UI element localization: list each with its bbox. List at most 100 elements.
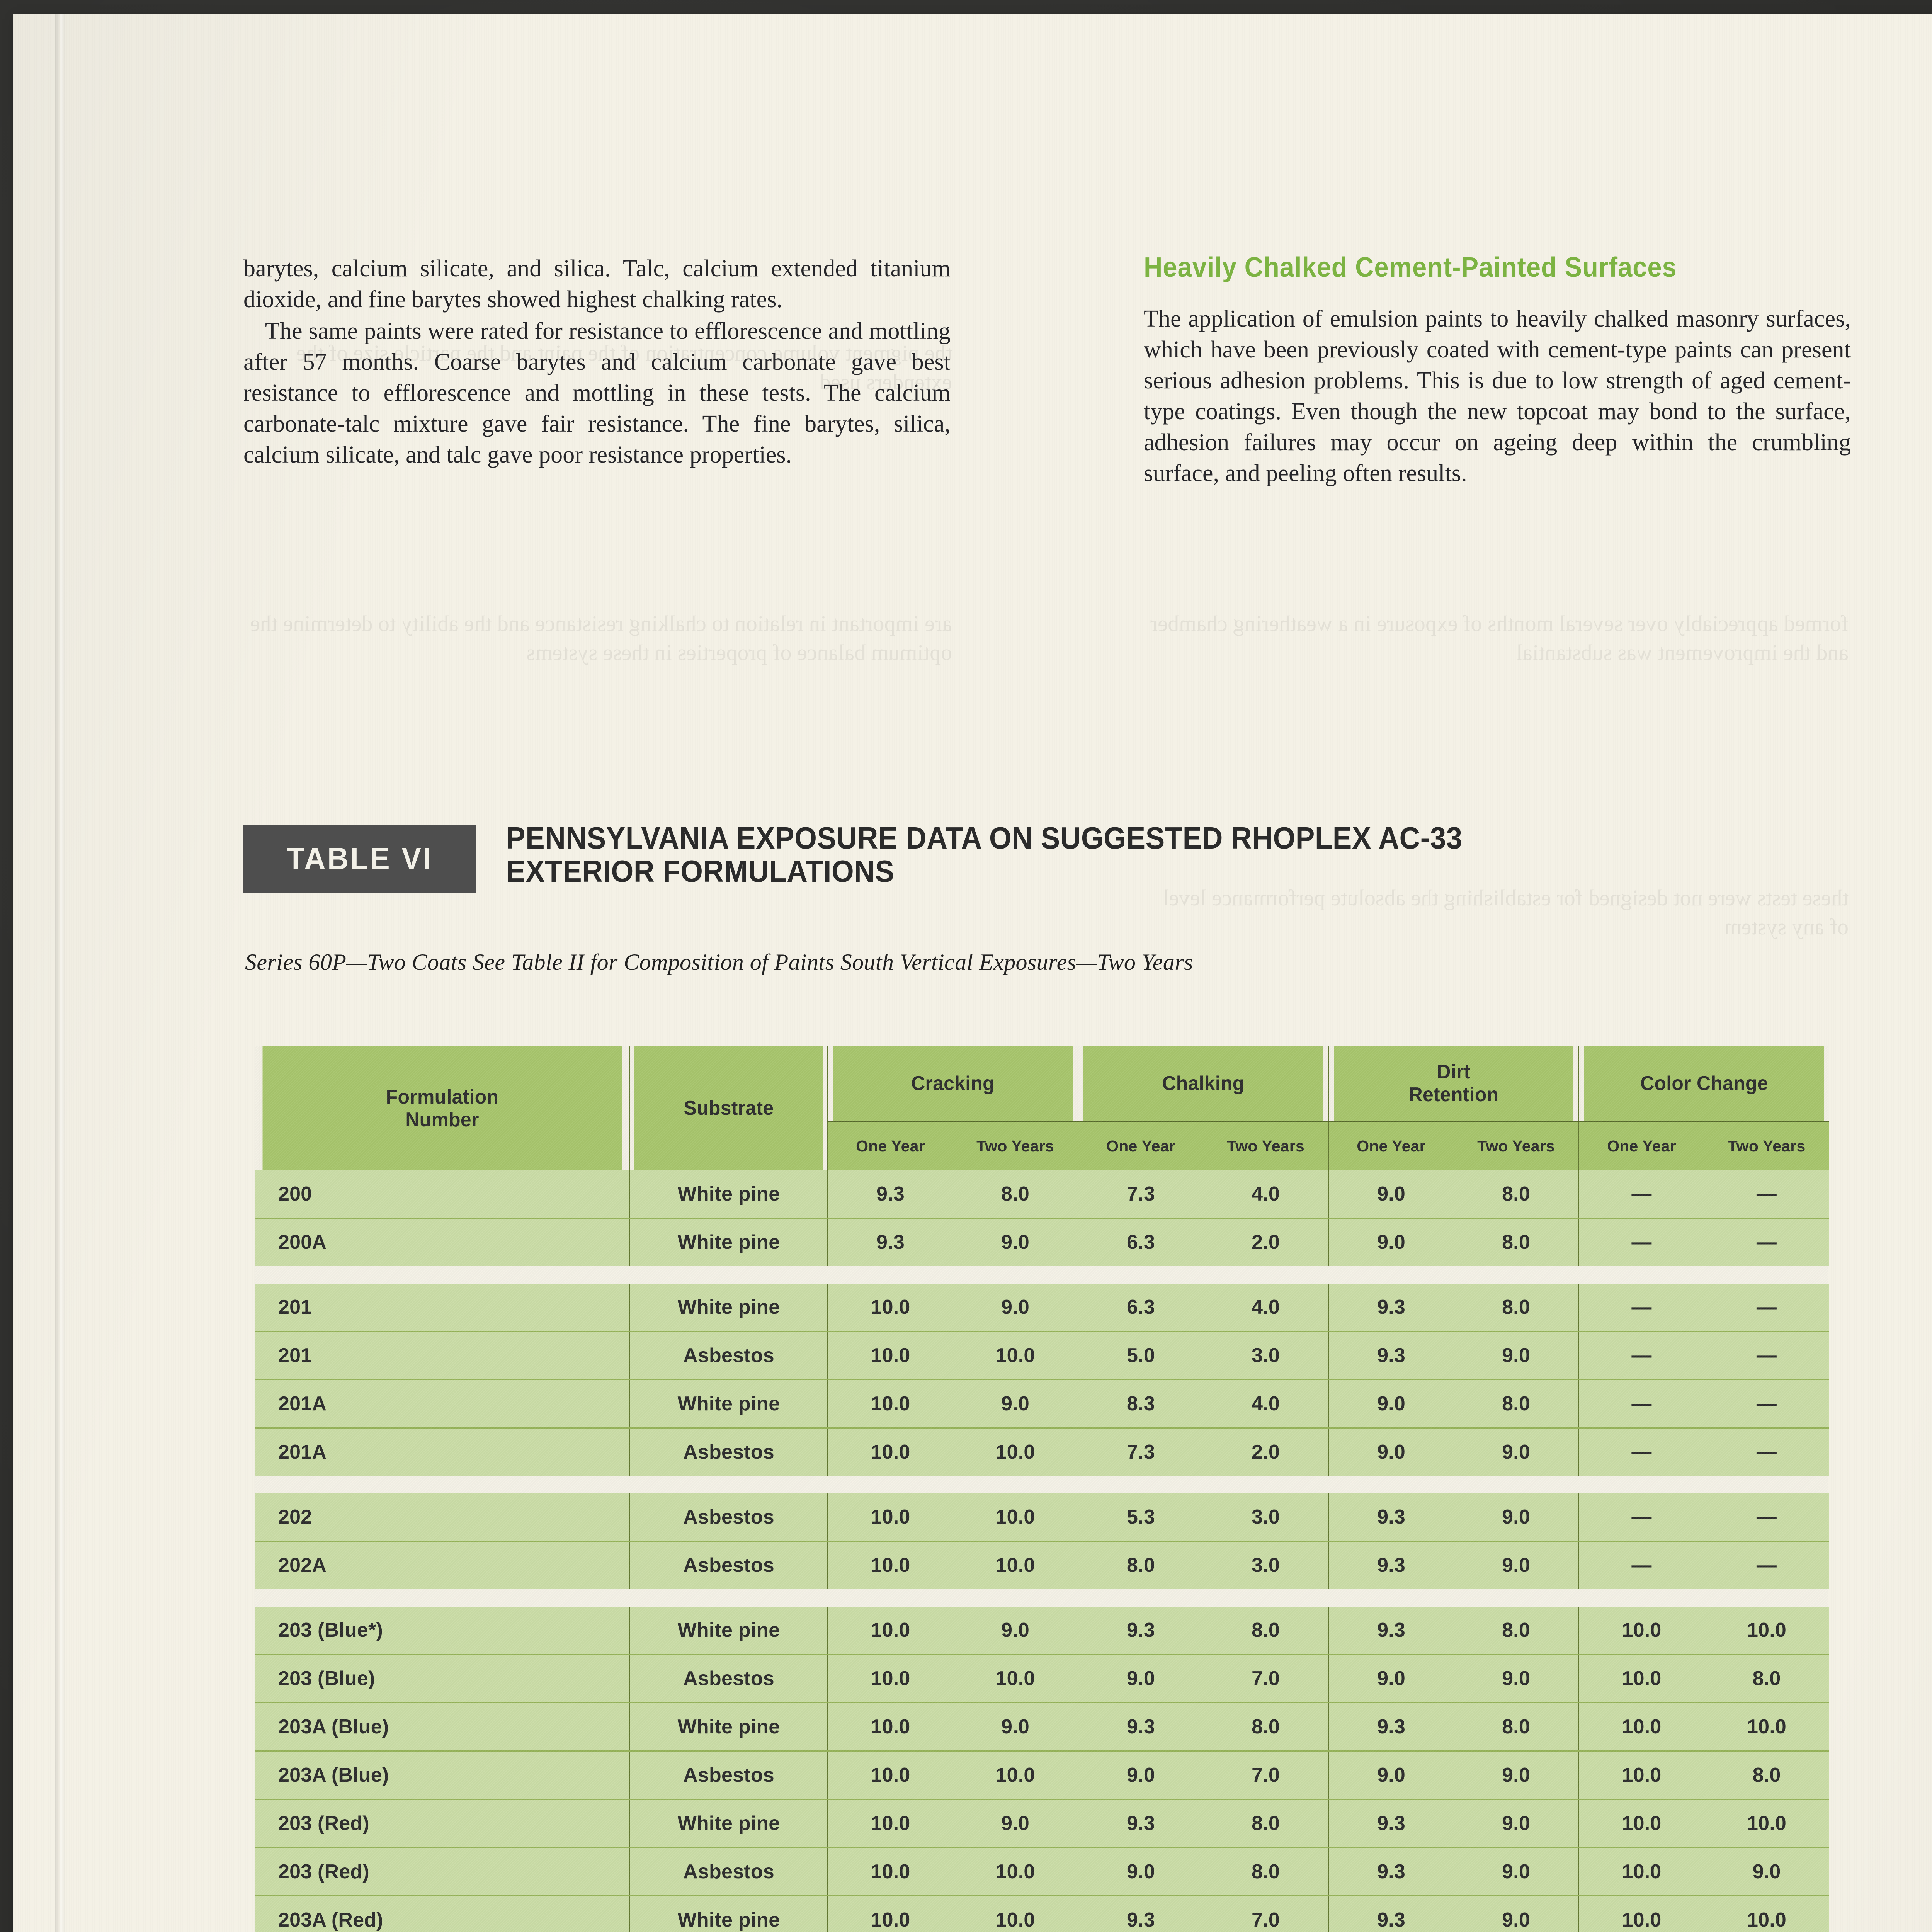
cell-dirt-1: 9.0 — [1328, 1428, 1454, 1476]
cell-chalking-2: 8.0 — [1203, 1799, 1329, 1848]
cell-dirt-1: 9.3 — [1328, 1607, 1454, 1655]
section-heading: Heavily Chalked Cement-Painted Surfaces — [1144, 252, 1677, 283]
cell-color-1: 10.0 — [1578, 1896, 1704, 1932]
cell-color-2: — — [1704, 1379, 1830, 1429]
cell-cracking-1: 9.3 — [827, 1170, 953, 1219]
cell-chalking-1: 9.3 — [1078, 1702, 1203, 1752]
cell-cracking-2: 10.0 — [953, 1654, 1078, 1703]
cell-cracking-1: 10.0 — [827, 1379, 953, 1429]
cell-formulation-number: 203A (Blue) — [255, 1702, 630, 1752]
group-separator-cell — [255, 1476, 1830, 1493]
cell-cracking-1: 10.0 — [827, 1799, 953, 1848]
table-row: 203A (Blue) White pine 10.0 9.0 9.3 8.0 9.3 8.0… — [255, 1702, 1830, 1752]
cell-dirt-1: 9.3 — [1328, 1702, 1454, 1752]
cell-cracking-1: 10.0 — [827, 1847, 953, 1896]
header-color-one-year: One Year — [1578, 1121, 1704, 1170]
cell-dirt-2: 8.0 — [1454, 1702, 1579, 1752]
cell-formulation-number: 203 (Blue) — [255, 1654, 630, 1703]
cell-color-2: — — [1704, 1493, 1830, 1542]
cell-substrate: Asbestos — [629, 1847, 828, 1896]
cell-dirt-2: 9.0 — [1454, 1751, 1579, 1800]
cell-formulation-number: 203 (Red) — [255, 1847, 630, 1896]
cell-chalking-1: 6.3 — [1078, 1218, 1203, 1266]
cell-color-1: — — [1578, 1493, 1704, 1542]
cell-cracking-2: 10.0 — [953, 1331, 1078, 1380]
cell-cracking-2: 10.0 — [953, 1428, 1078, 1476]
cell-cracking-1: 10.0 — [827, 1541, 953, 1589]
table-row: 202A Asbestos 10.0 10.0 8.0 3.0 9.3 9.0— — — [255, 1541, 1830, 1589]
table-row: 203 (Red) Asbestos 10.0 10.0 9.0 8.0 9.3 9.0 10.… — [255, 1847, 1830, 1896]
cell-formulation-number: 200 — [255, 1170, 630, 1219]
cell-chalking-2: 2.0 — [1203, 1428, 1329, 1476]
cell-color-2: — — [1704, 1218, 1830, 1266]
cell-cracking-1: 9.3 — [827, 1218, 953, 1266]
exposure-data-table: Formulation Number Substrate Cracking Ch… — [255, 1046, 1830, 1932]
cell-chalking-2: 4.0 — [1203, 1379, 1329, 1429]
table-element: Formulation Number Substrate Cracking Ch… — [255, 1046, 1830, 1932]
cell-cracking-2: 9.0 — [953, 1799, 1078, 1848]
cell-substrate: White pine — [629, 1379, 828, 1429]
table-row: 201 White pine 10.0 9.0 6.3 4.0 9.3 8.0— — — [255, 1284, 1830, 1332]
cell-color-1: — — [1578, 1218, 1704, 1266]
cell-formulation-number: 203 (Blue*) — [255, 1607, 630, 1655]
right-paragraph-1: The application of emulsion paints to he… — [1144, 306, 1851, 486]
table-row: 200A White pine 9.3 9.0 6.3 2.0 9.0 8.0— — — [255, 1218, 1830, 1266]
cell-dirt-1: 9.0 — [1328, 1218, 1454, 1266]
cell-formulation-number: 201 — [255, 1331, 630, 1380]
cell-formulation-number: 203A (Red) — [255, 1896, 630, 1932]
cell-dirt-2: 8.0 — [1454, 1284, 1579, 1332]
cell-color-2: 8.0 — [1704, 1654, 1830, 1703]
cell-chalking-1: 9.3 — [1078, 1607, 1203, 1655]
cell-formulation-number: 203 (Red) — [255, 1799, 630, 1848]
header-year-row: One Year Two Years One Year Two Years On… — [255, 1121, 1830, 1170]
cell-chalking-2: 4.0 — [1203, 1170, 1329, 1219]
left-text-column: barytes, calcium silicate, and silica. T… — [243, 253, 951, 489]
cell-color-1: 10.0 — [1578, 1702, 1704, 1752]
cell-dirt-1: 9.3 — [1328, 1284, 1454, 1332]
cell-color-2: — — [1704, 1331, 1830, 1380]
cell-dirt-2: 9.0 — [1454, 1847, 1579, 1896]
cell-dirt-2: 9.0 — [1454, 1428, 1579, 1476]
cell-color-2: — — [1704, 1541, 1830, 1589]
header-chalking: Chalking — [1083, 1046, 1324, 1122]
cell-substrate: White pine — [629, 1218, 828, 1266]
cell-color-2: 10.0 — [1704, 1896, 1830, 1932]
table-row: 203A (Red) White pine 10.0 10.0 9.3 7.0 9.3 9.0… — [255, 1896, 1830, 1932]
table-row: 201A Asbestos 10.0 10.0 7.3 2.0 9.0 9.0— — — [255, 1428, 1830, 1476]
gutter-crease — [55, 14, 65, 1932]
cell-chalking-1: 9.0 — [1078, 1654, 1203, 1703]
cell-chalking-2: 7.0 — [1203, 1896, 1329, 1932]
cell-dirt-2: 9.0 — [1454, 1493, 1579, 1542]
cell-chalking-1: 5.3 — [1078, 1493, 1203, 1542]
cell-cracking-2: 8.0 — [953, 1170, 1078, 1219]
cell-color-2: 10.0 — [1704, 1607, 1830, 1655]
cell-chalking-1: 8.3 — [1078, 1379, 1203, 1429]
header-dirt-one-year: One Year — [1328, 1121, 1454, 1170]
group-separator-cell — [255, 1266, 1830, 1284]
group-separator — [255, 1589, 1830, 1607]
header-color-two-years: Two Years — [1704, 1121, 1830, 1170]
header-cracking: Cracking — [832, 1046, 1073, 1122]
left-paragraph-1: barytes, calcium silicate, and silica. T… — [243, 255, 951, 313]
cell-cracking-2: 10.0 — [953, 1896, 1078, 1932]
cell-formulation-number: 200A — [255, 1218, 630, 1266]
cell-cracking-1: 10.0 — [827, 1493, 953, 1542]
cell-color-2: — — [1704, 1170, 1830, 1219]
header-group-row: Formulation Number Substrate Cracking Ch… — [255, 1046, 1829, 1170]
header-dirt-line2: Retention — [1408, 1083, 1499, 1106]
cell-color-2: — — [1704, 1284, 1830, 1332]
cell-cracking-2: 10.0 — [953, 1751, 1078, 1800]
header-substrate: Substrate — [633, 1046, 824, 1170]
cell-dirt-2: 8.0 — [1454, 1170, 1579, 1219]
group-separator-cell — [255, 1589, 1830, 1607]
cell-color-1: — — [1578, 1541, 1704, 1589]
cell-cracking-2: 9.0 — [953, 1284, 1078, 1332]
cell-dirt-1: 9.3 — [1328, 1896, 1454, 1932]
cell-color-2: 9.0 — [1704, 1847, 1830, 1896]
cell-chalking-1: 7.3 — [1078, 1170, 1203, 1219]
cell-chalking-1: 7.3 — [1078, 1428, 1203, 1476]
cell-cracking-1: 10.0 — [827, 1331, 953, 1380]
cell-color-1: 10.0 — [1578, 1751, 1704, 1800]
page-content: barytes, calcium silicate, and silica. T… — [243, 14, 1851, 1932]
table-row: 201 Asbestos 10.0 10.0 5.0 3.0 9.3 9.0— — — [255, 1331, 1830, 1380]
